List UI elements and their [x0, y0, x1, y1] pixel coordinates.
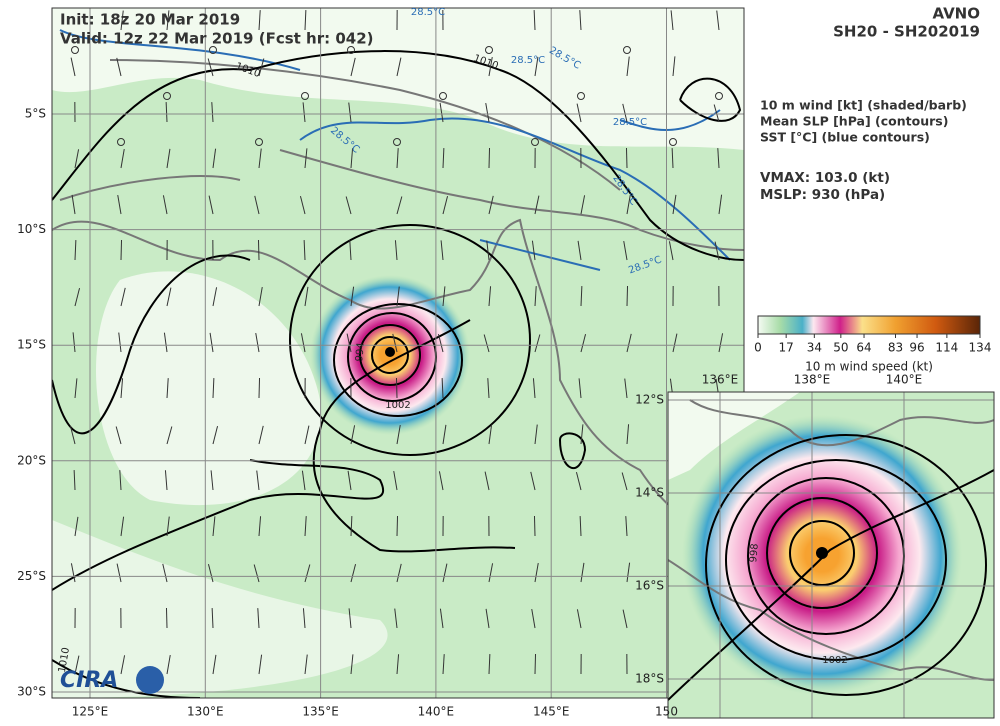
wind-barb: [535, 654, 536, 674]
sst-label: 28.5°C: [411, 7, 445, 18]
lat-label: 5°S: [25, 107, 46, 121]
lat-label: 25°S: [17, 569, 46, 583]
storm-center: [816, 547, 828, 559]
colorbar-tick-label: 64: [856, 341, 871, 355]
colorbar-tick-label: 50: [833, 341, 848, 355]
inset-slp-label: 1002: [822, 655, 847, 666]
inset-map: [668, 392, 994, 718]
sst-label: 28.5°C: [613, 117, 647, 128]
wind-barb: [627, 286, 628, 306]
lon-label: 145°E: [533, 705, 570, 719]
logo: CIRA: [60, 666, 164, 694]
lat-label: 15°S: [17, 338, 46, 352]
lon-label: 150: [655, 705, 678, 719]
colorbar-tick-label: 0: [754, 341, 762, 355]
lat-label: 20°S: [17, 453, 46, 467]
wind-barb: [489, 148, 490, 168]
sst-label: 28.5°C: [511, 55, 545, 66]
wind-barb: [396, 378, 397, 398]
legend-text: Mean SLP [hPa] (contours): [760, 114, 948, 129]
wind-barb: [258, 240, 259, 260]
model-name: AVNO: [932, 5, 980, 23]
wind-barb: [534, 516, 535, 536]
lat-label: 10°S: [17, 222, 46, 236]
vmax: VMAX: 103.0 (kt): [760, 170, 890, 186]
mslp: MSLP: 930 (hPa): [760, 187, 885, 203]
legend-text: SST [°C] (blue contours): [760, 130, 930, 145]
valid-time: Valid: 12z 22 Mar 2019 (Fcst hr: 042): [60, 30, 374, 48]
colorbar-tick-label: 17: [779, 341, 794, 355]
inset-lat-label: 18°S: [635, 672, 664, 686]
inset-lon-label: 140°E: [886, 373, 923, 387]
wind-barb: [121, 240, 122, 260]
logo-text: CIRA: [60, 668, 118, 693]
colorbar-tick-label: 83: [888, 341, 903, 355]
storm-id: SH20 - SH202019: [833, 23, 980, 41]
init-time: Init: 18z 20 Mar 2019: [60, 11, 240, 29]
lat-label: 30°S: [17, 685, 46, 699]
wind-barb: [259, 378, 260, 398]
legend-text: 10 m wind [kt] (shaded/barb): [760, 98, 967, 113]
slp-label: 1002: [385, 400, 410, 411]
main-map: [52, 8, 744, 698]
lon-label: 125°E: [72, 705, 109, 719]
lon-label: 130°E: [187, 705, 224, 719]
wind-barb: [626, 148, 627, 168]
colorbar: [758, 316, 980, 334]
colorbar-tick-label: 114: [935, 341, 958, 355]
colorbar-tick-label: 134: [969, 341, 992, 355]
colorbar-tick-label: 34: [807, 341, 822, 355]
colorbar-tick-label: 96: [909, 341, 924, 355]
slp-label: 994: [354, 342, 367, 362]
storm-center: [385, 347, 395, 357]
inset-lat-label: 12°S: [635, 393, 664, 407]
inset-lat-label: 16°S: [635, 579, 664, 593]
lon-label: 135°E: [302, 705, 339, 719]
colorbar-label: 10 m wind speed (kt): [805, 360, 933, 374]
wind-barb: [166, 608, 167, 628]
inset-lon-label: 136°E: [702, 373, 739, 387]
inset-lat-label: 14°S: [635, 486, 664, 500]
lon-label: 140°E: [418, 705, 455, 719]
inset-lon-label: 138°E: [794, 373, 831, 387]
inset-slp-label: 998: [748, 543, 761, 563]
wind-barb: [397, 516, 398, 536]
